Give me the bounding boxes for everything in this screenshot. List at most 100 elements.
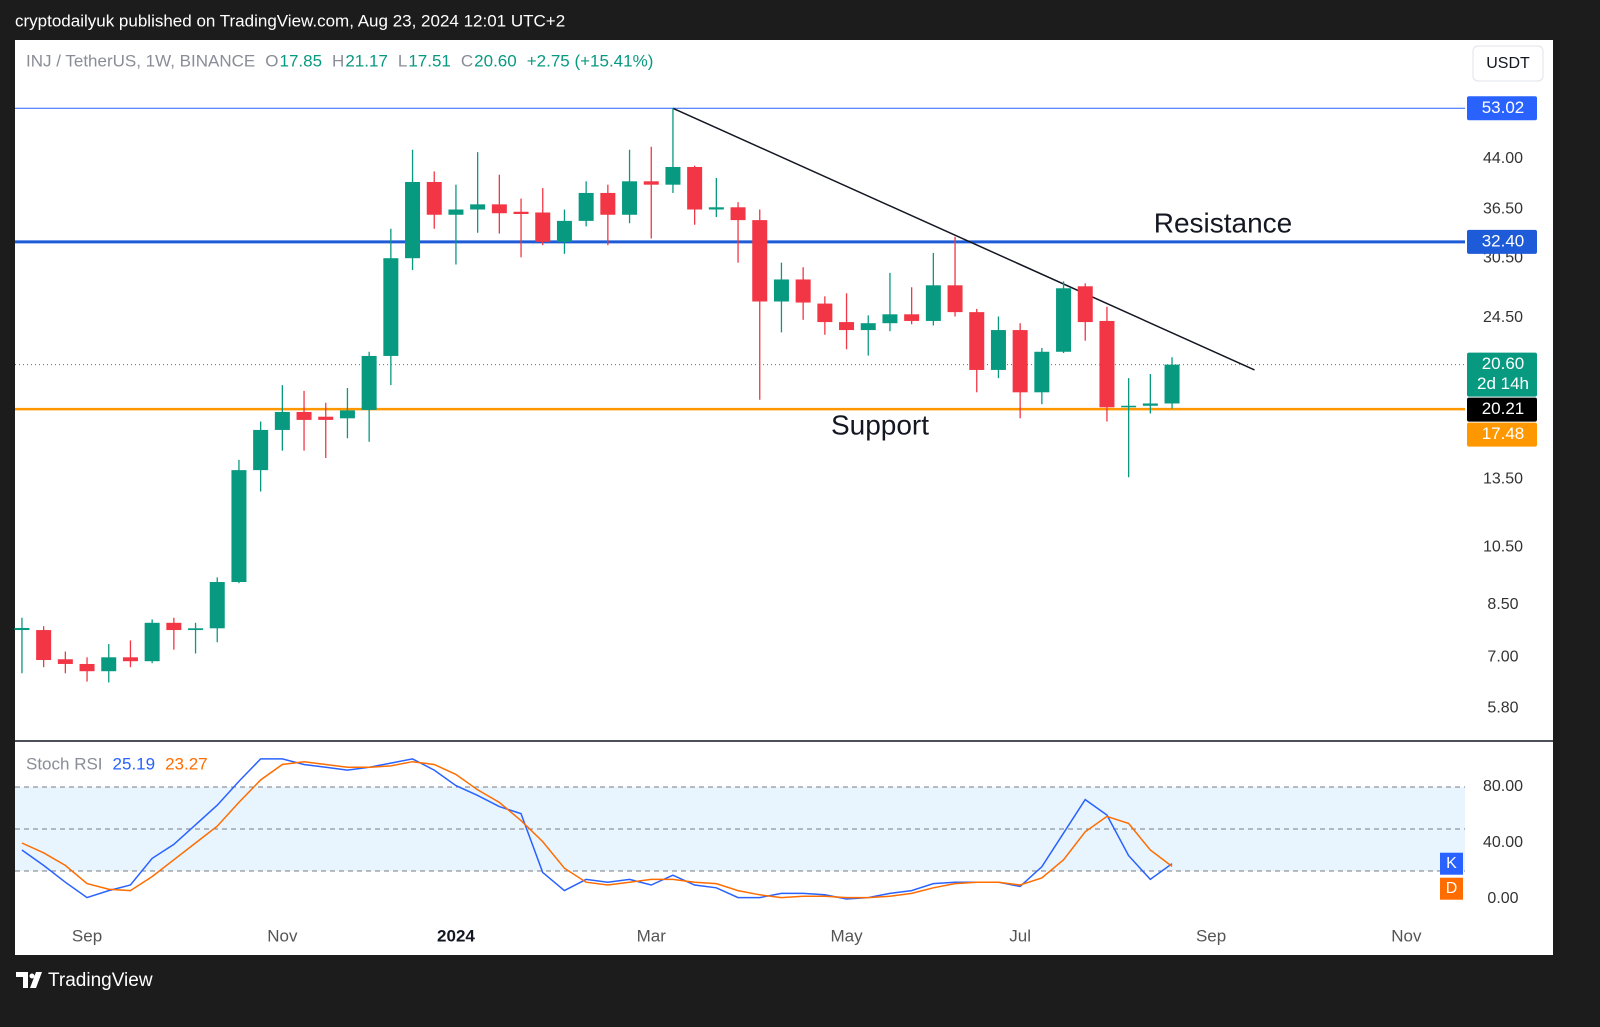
candle-body (1099, 320, 1115, 408)
candle-body (318, 416, 334, 420)
candle-body (600, 192, 616, 215)
legend-text: 17.85 (280, 51, 323, 70)
legend-text: O (265, 51, 278, 70)
candle-body (947, 285, 963, 313)
legend-text: +2.75 (+15.41%) (527, 51, 654, 70)
candle-body (513, 211, 529, 215)
candle-body (383, 258, 399, 356)
candle-body (990, 330, 1006, 370)
price-box-label: 20.21 (1482, 399, 1525, 418)
y-tick-label: 44.00 (1483, 150, 1523, 167)
legend-text: 17.51 (408, 51, 451, 70)
y-tick-label: 10.50 (1483, 539, 1523, 556)
x-tick-label: Nov (1391, 926, 1422, 945)
candle-body (361, 355, 377, 410)
legend-text: H (332, 51, 344, 70)
legend-text: 21.17 (345, 51, 388, 70)
candle-body (622, 181, 638, 215)
x-tick-label: Sep (72, 926, 102, 945)
candle-body (231, 470, 247, 583)
candle-body (708, 207, 724, 210)
annotation: Support (831, 409, 929, 440)
price-box-bg (1467, 352, 1537, 397)
price-box-bg (1467, 96, 1537, 121)
candle-body (1034, 351, 1050, 393)
legend-text: INJ / TetherUS, 1W, BINANCE (26, 51, 255, 70)
candle-body (253, 429, 269, 471)
candle-body (405, 181, 421, 259)
candle-body (773, 279, 789, 302)
price-box-label: 17.48 (1482, 424, 1525, 443)
indicator-legend: Stoch RSI (26, 754, 103, 773)
candle-body (1142, 403, 1158, 406)
candle-body (101, 657, 117, 672)
x-tick-label: Sep (1196, 926, 1226, 945)
price-box-countdown: 2d 14h (1477, 374, 1529, 393)
x-tick-label: Nov (267, 926, 298, 945)
brand-logo (16, 972, 42, 988)
candle-body (817, 303, 833, 323)
indicator-legend: 25.19 (113, 754, 156, 773)
candle-body (57, 659, 73, 664)
annotation: Resistance (1154, 207, 1293, 238)
price-box-bg (1467, 397, 1537, 422)
candle-body (730, 207, 746, 221)
indicator-last-box (1440, 877, 1463, 900)
price-box-bg (1467, 422, 1537, 447)
candle-body (296, 411, 312, 420)
candle-body (470, 204, 486, 210)
candle-body (882, 314, 898, 324)
candle-body (1164, 364, 1180, 404)
currency[interactable]: USDT (1486, 55, 1530, 72)
y-tick-label: 7.00 (1487, 649, 1518, 666)
y-tick-label: 13.50 (1483, 470, 1523, 487)
candle-body (578, 192, 594, 221)
candle-body (556, 220, 572, 242)
brand: TradingView (48, 970, 153, 991)
indicator-last-name: D (1446, 880, 1458, 897)
candle-body (209, 582, 225, 629)
indicator-tick-label: 40.00 (1483, 834, 1523, 851)
price-box: 17.48 (1467, 422, 1537, 447)
candle-body (122, 657, 138, 662)
candle-body (144, 622, 160, 662)
candle-body (795, 279, 811, 303)
candle-body (643, 181, 659, 185)
price-box: 20.21 (1467, 397, 1537, 422)
candle-body (860, 323, 876, 331)
legend-text: 20.60 (474, 51, 517, 70)
candle-body (14, 627, 30, 631)
legend-text: L (398, 51, 407, 70)
price-box-label: 53.02 (1482, 98, 1525, 117)
candle-body (1121, 405, 1137, 408)
candle-body (665, 166, 681, 185)
price-box-label: 20.60 (1482, 354, 1525, 373)
price-box: 32.40 (1467, 229, 1537, 254)
candle-body (1012, 330, 1028, 393)
candle-body (839, 322, 855, 331)
candle-body (274, 411, 290, 430)
candle-body (166, 622, 182, 631)
candle-body (904, 314, 920, 321)
indicator-line (21, 760, 1173, 899)
candle-body (491, 204, 507, 214)
indicator-tick-label: 80.00 (1483, 778, 1523, 795)
currency-button[interactable] (1472, 45, 1544, 82)
trendline (672, 107, 1255, 371)
x-tick-label: Mar (637, 926, 667, 945)
candle-body (1056, 288, 1072, 352)
x-tick-label: Jul (1009, 926, 1031, 945)
candle-body (925, 285, 941, 321)
y-tick-label: 36.50 (1483, 201, 1523, 218)
x-tick-label: 2024 (437, 926, 475, 945)
candle-body (426, 181, 442, 215)
price-box-label: 32.40 (1482, 231, 1525, 250)
candle-body (1077, 286, 1093, 323)
y-tick-label: 8.50 (1487, 596, 1518, 613)
candle-body (535, 212, 551, 242)
indicator-legend: 23.27 (165, 754, 208, 773)
candle-body (79, 663, 95, 672)
y-tick-label: 5.80 (1487, 700, 1518, 717)
